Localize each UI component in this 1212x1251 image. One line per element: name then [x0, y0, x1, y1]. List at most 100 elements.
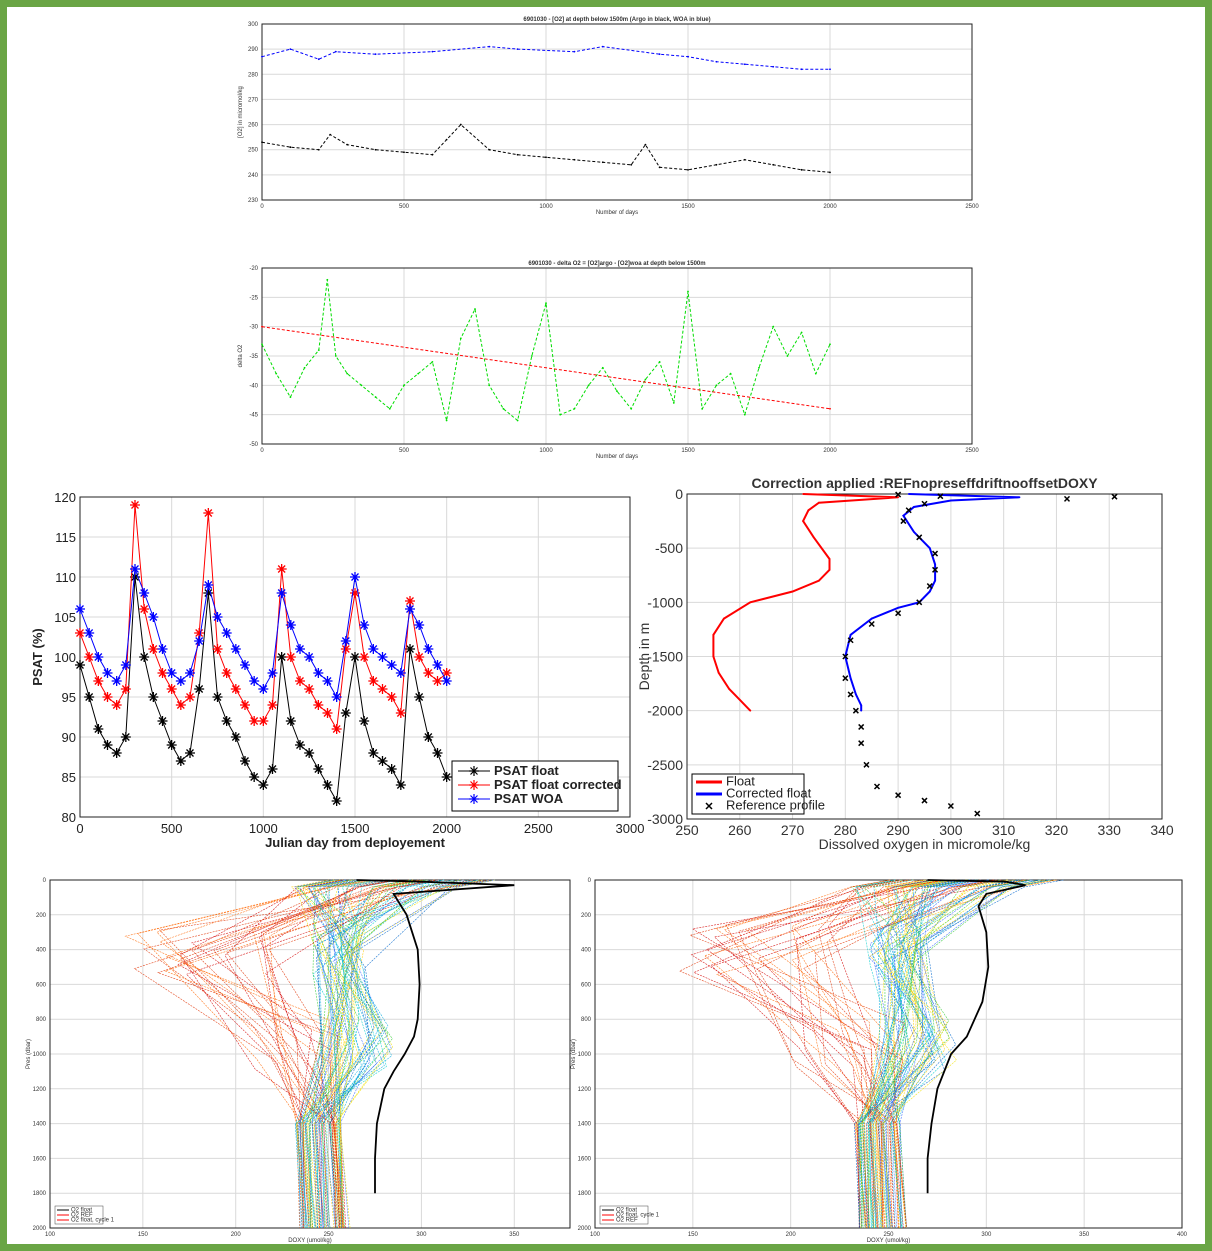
- legend-marker: [469, 780, 479, 790]
- data-point: [359, 716, 370, 726]
- series-line-0-1: [261, 123, 831, 173]
- data-point: [800, 168, 803, 171]
- data-point: [687, 55, 689, 58]
- legend-label: O2 REF: [71, 1213, 93, 1219]
- x-tick-label: 2500: [965, 448, 979, 454]
- data-point: [658, 53, 661, 56]
- cycle-profile-line: [865, 879, 971, 1229]
- data-point: [573, 50, 576, 53]
- cycle-profile-line: [868, 879, 914, 1229]
- data-point: [313, 700, 324, 710]
- data-point: [240, 756, 250, 766]
- cycle-profile-line: [881, 879, 959, 1229]
- x-tick-label: 100: [590, 1232, 601, 1238]
- data-point: [289, 48, 292, 51]
- data-point: [166, 668, 177, 678]
- data-point: [261, 55, 263, 58]
- data-point: [148, 644, 159, 654]
- data-point: [1111, 493, 1118, 500]
- data-point: [849, 633, 852, 636]
- legend-label: PSAT float corrected: [494, 777, 622, 792]
- data-point: [111, 700, 122, 710]
- y-tick-label: -20: [249, 266, 258, 272]
- data-point: [317, 148, 320, 151]
- data-point: [75, 628, 85, 638]
- y-tick-label: 1800: [578, 1191, 592, 1197]
- data-point: [459, 123, 462, 126]
- data-point: [488, 148, 491, 151]
- data-point: [102, 668, 113, 678]
- cycle-profile-line: [296, 879, 384, 1229]
- chart-profile-correction: [686, 491, 1163, 820]
- x-tick-label: 350: [1079, 1232, 1090, 1238]
- data-point: [377, 756, 388, 766]
- data-point: [120, 732, 131, 742]
- data-point: [249, 772, 260, 782]
- data-point: [221, 716, 232, 726]
- chart-title: 6901030 - [O2] at depth below 1500m (Arg…: [523, 17, 710, 23]
- cycle-profile-line: [294, 879, 333, 1229]
- data-point: [93, 652, 104, 662]
- data-point: [304, 684, 315, 694]
- data-point: [84, 628, 95, 638]
- data-point: [847, 691, 854, 698]
- cycle-profile-line: [312, 879, 454, 1229]
- data-point: [258, 684, 269, 694]
- cycle-profile-line: [308, 879, 413, 1229]
- data-point: [516, 153, 519, 156]
- cycle-profile-line: [311, 879, 434, 1229]
- data-point: [441, 772, 452, 782]
- x-axis-label: Number of days: [596, 210, 638, 216]
- cycle-profile-line: [703, 879, 995, 1229]
- legend: [451, 760, 619, 812]
- cycle-profile-line: [305, 879, 380, 1229]
- data-point: [829, 407, 831, 410]
- y-tick-label: 0: [675, 486, 683, 502]
- data-point: [130, 572, 140, 582]
- data-point: [203, 580, 214, 590]
- data-point: [849, 677, 852, 680]
- data-point: [459, 337, 462, 340]
- chart-delta-o2: [261, 267, 973, 445]
- cycle-profile-line: [868, 879, 1001, 1229]
- data-point: [573, 407, 576, 410]
- data-point: [828, 558, 831, 560]
- x-tick-label: 200: [231, 1232, 242, 1238]
- x-tick-label: 0: [260, 448, 264, 454]
- data-point: [359, 620, 370, 630]
- y-tick-label: 1200: [33, 1087, 47, 1093]
- data-point: [601, 161, 604, 164]
- cycle-profile-line: [191, 879, 375, 1229]
- x-axis-label: DOXY (umol/kg): [288, 1238, 332, 1244]
- data-point: [717, 671, 720, 674]
- cycle-profile-line: [870, 879, 914, 1229]
- y-tick-label: 1800: [33, 1191, 47, 1197]
- x-tick-label: 150: [688, 1232, 699, 1238]
- data-point: [587, 384, 590, 387]
- data-point: [818, 501, 820, 504]
- y-tick-label: 105: [54, 610, 76, 625]
- x-tick-label: 100: [45, 1232, 56, 1238]
- cycle-profile-line: [795, 879, 946, 1229]
- data-point: [772, 65, 775, 68]
- data-point: [75, 604, 85, 614]
- x-tick-label: 1500: [681, 448, 695, 454]
- x-tick-label: 310: [992, 822, 1016, 838]
- data-point: [870, 617, 873, 620]
- data-point: [130, 564, 140, 574]
- data-point: [712, 633, 715, 636]
- y-tick-label: -25: [249, 295, 258, 301]
- y-tick-label: 290: [248, 47, 259, 53]
- data-point: [295, 676, 305, 686]
- legend-marker: [705, 802, 713, 810]
- cycle-profile-line: [319, 879, 382, 1229]
- data-point: [687, 290, 689, 293]
- x-tick-label: 150: [138, 1232, 149, 1238]
- x-tick-label: 260: [728, 822, 752, 838]
- data-point: [847, 637, 854, 644]
- data-point: [368, 644, 379, 654]
- legend: [691, 773, 805, 815]
- cycle-profile-line: [869, 879, 1026, 1229]
- data-point: [852, 707, 859, 714]
- y-tick-label: 2000: [578, 1226, 592, 1232]
